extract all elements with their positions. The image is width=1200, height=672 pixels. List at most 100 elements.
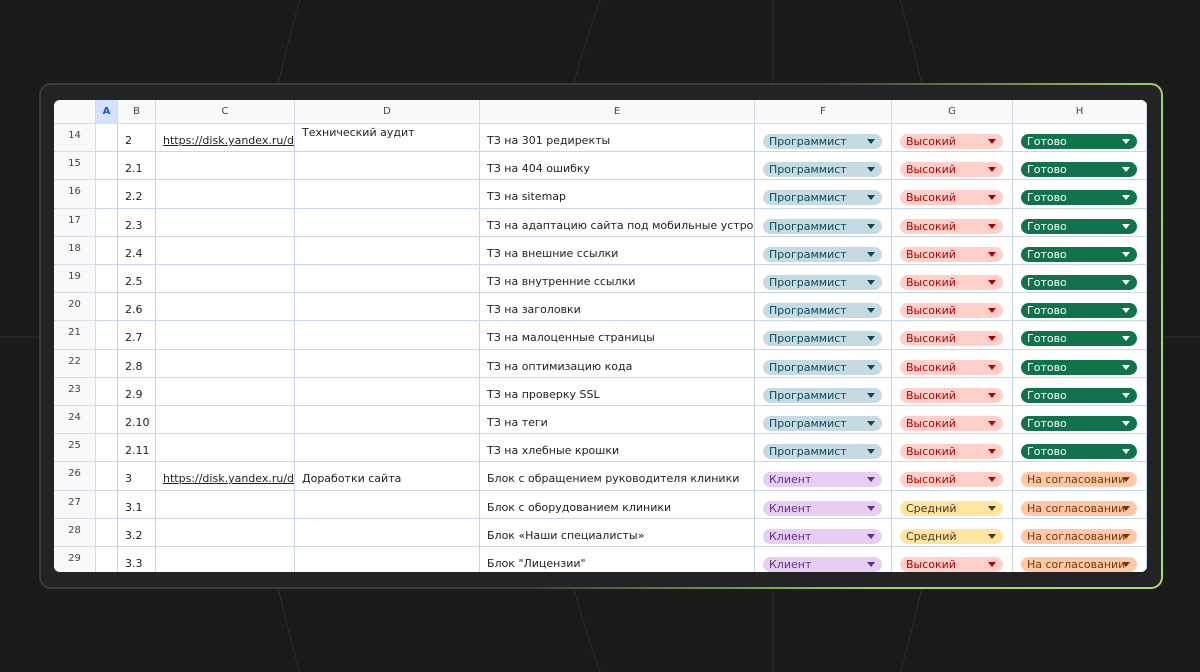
cell[interactable]: На согласовании (1013, 491, 1147, 519)
cell[interactable]: Высокий (892, 547, 1013, 572)
dropdown-chip[interactable]: Высокий (900, 275, 1003, 290)
cell[interactable]: 2.4 (118, 237, 156, 265)
cell[interactable]: 2 (118, 124, 156, 152)
cell[interactable] (295, 434, 480, 462)
cell[interactable]: 2.9 (118, 378, 156, 406)
cell[interactable]: Программист (755, 124, 892, 152)
cell[interactable]: Программист (755, 237, 892, 265)
dropdown-chip[interactable]: Высокий (900, 557, 1003, 572)
cell[interactable]: 2.1 (118, 152, 156, 180)
dropdown-chip[interactable]: Высокий (900, 134, 1003, 149)
cell[interactable]: Программист (755, 209, 892, 237)
cell[interactable]: Высокий (892, 293, 1013, 321)
dropdown-chip[interactable]: Средний (900, 501, 1003, 516)
cell[interactable]: 3.1 (118, 491, 156, 519)
cell[interactable] (295, 378, 480, 406)
cell[interactable]: Готово (1013, 321, 1147, 349)
cell[interactable]: Средний (892, 519, 1013, 547)
cell[interactable] (156, 519, 295, 547)
cell[interactable]: Высокий (892, 321, 1013, 349)
dropdown-chip[interactable]: Клиент (763, 557, 882, 572)
dropdown-chip[interactable]: Программист (763, 331, 882, 346)
dropdown-chip[interactable]: Программист (763, 275, 882, 290)
cell[interactable] (295, 406, 480, 434)
dropdown-chip[interactable]: На согласовании (1021, 501, 1137, 516)
dropdown-chip[interactable]: Высокий (900, 444, 1003, 459)
cell[interactable] (295, 547, 480, 572)
cell[interactable]: Высокий (892, 237, 1013, 265)
cell[interactable] (295, 180, 480, 208)
cell[interactable] (156, 321, 295, 349)
dropdown-chip[interactable]: Готово (1021, 444, 1137, 459)
cell[interactable] (295, 519, 480, 547)
dropdown-chip[interactable]: Готово (1021, 303, 1137, 318)
dropdown-chip[interactable]: Высокий (900, 219, 1003, 234)
cell[interactable]: Программист (755, 265, 892, 293)
dropdown-chip[interactable]: Готово (1021, 388, 1137, 403)
cell[interactable]: На согласовании (1013, 519, 1147, 547)
cell[interactable]: Высокий (892, 180, 1013, 208)
cell[interactable]: Программист (755, 321, 892, 349)
dropdown-chip[interactable]: Высокий (900, 472, 1003, 487)
cell[interactable] (156, 209, 295, 237)
cell[interactable]: https://disk.yandex.ru/d/e (156, 124, 295, 152)
cell[interactable] (156, 180, 295, 208)
cell[interactable]: Доработки сайта (295, 462, 480, 490)
cell[interactable]: ТЗ на проверку SSL (480, 378, 755, 406)
cell[interactable]: Высокий (892, 434, 1013, 462)
dropdown-chip[interactable]: Готово (1021, 360, 1137, 375)
dropdown-chip[interactable]: Высокий (900, 331, 1003, 346)
cell[interactable]: Блок с обращением руководителя клиники (480, 462, 755, 490)
cell[interactable] (295, 350, 480, 378)
dropdown-chip[interactable]: Программист (763, 303, 882, 318)
cell[interactable]: Высокий (892, 406, 1013, 434)
cell[interactable] (295, 491, 480, 519)
cell[interactable]: ТЗ на теги (480, 406, 755, 434)
cell[interactable]: Готово (1013, 406, 1147, 434)
column-header[interactable]: C (156, 100, 295, 124)
dropdown-chip[interactable]: Готово (1021, 275, 1137, 290)
cell[interactable] (295, 209, 480, 237)
cell[interactable]: ТЗ на хлебные крошки (480, 434, 755, 462)
cell[interactable]: 3.2 (118, 519, 156, 547)
cell[interactable] (156, 152, 295, 180)
cell[interactable]: Клиент (755, 519, 892, 547)
dropdown-chip[interactable]: Готово (1021, 134, 1137, 149)
dropdown-chip[interactable]: Программист (763, 416, 882, 431)
cell[interactable] (295, 265, 480, 293)
cell[interactable]: ТЗ на внешние ссылки (480, 237, 755, 265)
cell[interactable]: На согласовании (1013, 462, 1147, 490)
cell[interactable] (295, 321, 480, 349)
dropdown-chip[interactable]: Высокий (900, 416, 1003, 431)
cell[interactable]: ТЗ на малоценные страницы (480, 321, 755, 349)
cell[interactable] (156, 293, 295, 321)
column-header[interactable]: F (755, 100, 892, 124)
cell[interactable]: Готово (1013, 434, 1147, 462)
cell[interactable]: Высокий (892, 350, 1013, 378)
cell[interactable]: ТЗ на адаптацию сайта под мобильные устр… (480, 209, 755, 237)
cell[interactable]: Блок с оборудованием клиники (480, 491, 755, 519)
cell[interactable]: Средний (892, 491, 1013, 519)
cell[interactable]: ТЗ на заголовки (480, 293, 755, 321)
cell[interactable]: Клиент (755, 462, 892, 490)
dropdown-chip[interactable]: Программист (763, 219, 882, 234)
cell[interactable] (156, 265, 295, 293)
cell[interactable]: Высокий (892, 152, 1013, 180)
cell[interactable]: Программист (755, 378, 892, 406)
cell[interactable]: ТЗ на 404 ошибку (480, 152, 755, 180)
cell[interactable]: Программист (755, 293, 892, 321)
cell[interactable]: Высокий (892, 462, 1013, 490)
cell[interactable]: Блок «Наши специалисты» (480, 519, 755, 547)
dropdown-chip[interactable]: Программист (763, 162, 882, 177)
cell[interactable] (156, 434, 295, 462)
cell[interactable]: Готово (1013, 180, 1147, 208)
cell[interactable]: 2.7 (118, 321, 156, 349)
link[interactable]: https://disk.yandex.ru/d/e (156, 124, 294, 152)
cell[interactable]: 2.11 (118, 434, 156, 462)
cell[interactable]: 2.8 (118, 350, 156, 378)
cell[interactable]: Готово (1013, 237, 1147, 265)
cell[interactable]: ТЗ на оптимизацию кода (480, 350, 755, 378)
dropdown-chip[interactable]: Высокий (900, 303, 1003, 318)
dropdown-chip[interactable]: Клиент (763, 472, 882, 487)
cell[interactable] (295, 293, 480, 321)
